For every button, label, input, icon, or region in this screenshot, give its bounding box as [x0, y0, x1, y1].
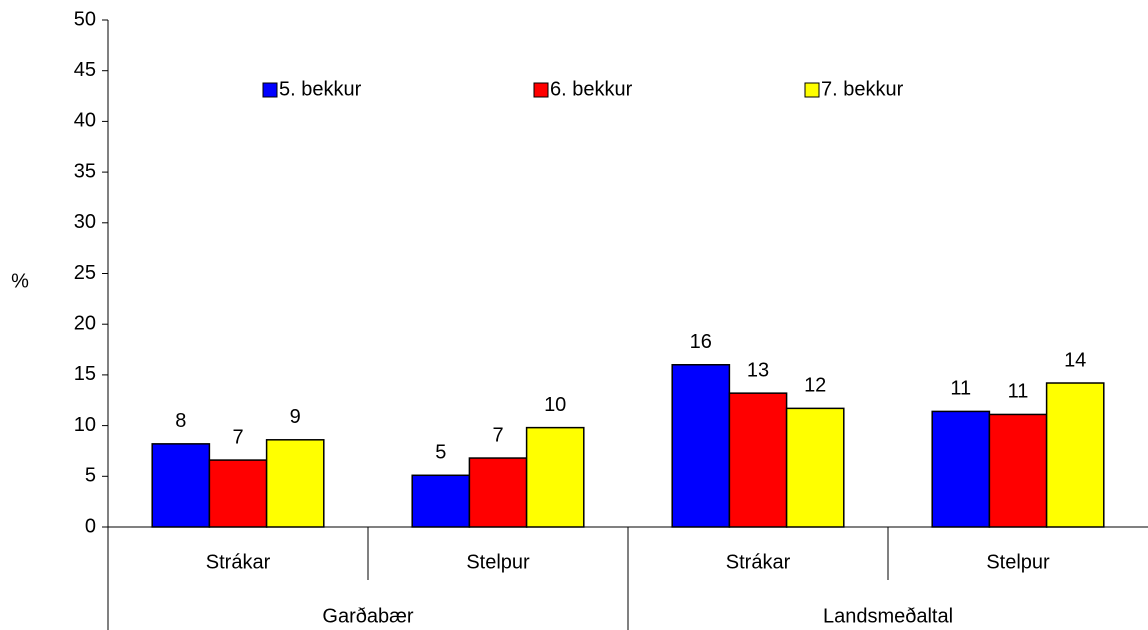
bar	[671, 364, 731, 528]
data-label: 5	[435, 442, 446, 464]
y-tick-label: 20	[74, 312, 96, 334]
bar	[931, 410, 991, 528]
y-tick-label: 5	[85, 465, 96, 487]
legend-label: 6. bekkur	[550, 78, 633, 100]
data-label: 11	[950, 378, 971, 400]
data-label: 9	[290, 406, 301, 428]
bar	[265, 439, 325, 528]
bar	[525, 426, 585, 528]
bar	[1045, 382, 1105, 528]
y-tick-label: 35	[74, 160, 96, 182]
data-label: 12	[804, 375, 826, 397]
x-tick-label: Stelpur	[986, 551, 1050, 573]
x-tick-label: Stelpur	[466, 551, 530, 573]
data-label: 7	[492, 424, 503, 446]
bar	[411, 474, 471, 528]
y-tick-label: 10	[74, 414, 96, 436]
y-tick-label: 25	[74, 262, 96, 284]
legend-label: 7. bekkur	[821, 78, 904, 100]
y-tick-label: 15	[74, 363, 96, 385]
data-label: 8	[175, 410, 186, 432]
data-label: 10	[544, 394, 566, 416]
bar	[468, 457, 528, 528]
bar	[785, 407, 845, 528]
bar	[208, 459, 268, 528]
x-tick-label: Strákar	[726, 551, 791, 573]
group-label: Landsmeðaltal	[823, 605, 953, 627]
y-tick-label: 45	[74, 59, 96, 81]
data-label: 7	[232, 426, 243, 448]
legend-swatch	[262, 82, 278, 98]
bar	[988, 413, 1048, 528]
legend-swatch	[533, 82, 549, 98]
data-label: 16	[690, 331, 712, 353]
bar	[728, 392, 788, 528]
data-label: 13	[747, 359, 769, 381]
x-tick-label: Strákar	[206, 551, 271, 573]
bar	[151, 443, 211, 528]
y-tick-label: 30	[74, 211, 96, 233]
y-tick-label: 40	[74, 110, 96, 132]
legend-label: 5. bekkur	[279, 78, 362, 100]
group-label: Garðabær	[322, 605, 413, 627]
y-tick-label: 0	[85, 515, 96, 537]
y-axis-label: %	[11, 270, 29, 292]
legend-swatch	[804, 82, 820, 98]
data-label: 14	[1064, 349, 1086, 371]
data-label: 11	[1008, 381, 1029, 403]
y-tick-label: 50	[74, 8, 96, 30]
